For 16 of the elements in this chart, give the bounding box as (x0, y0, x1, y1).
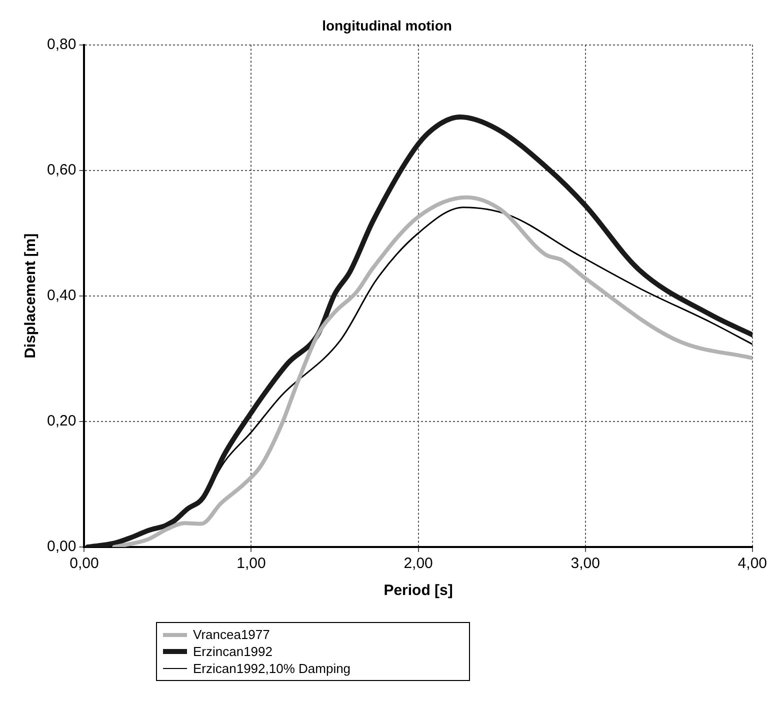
y-tick-label: 0,40 (46, 287, 76, 304)
x-tick-label: 0,00 (70, 555, 99, 572)
x-tick-label: 1,00 (236, 555, 266, 572)
y-tick-label: 0,80 (46, 36, 76, 53)
legend-label: Erzican1992,10% Damping (193, 660, 351, 677)
y-tick-label: 0,00 (46, 538, 76, 556)
x-tick-label: 3,00 (570, 555, 600, 572)
legend-label: Vrancea1977 (193, 626, 270, 643)
chart-title: longitudinal motion (322, 17, 452, 34)
y-tick-label: 0,60 (46, 161, 76, 178)
x-tick-label: 4,00 (738, 555, 768, 572)
y-axis-title: Displacement [m] (22, 233, 40, 358)
x-axis-title: Period [s] (384, 582, 453, 600)
legend-label: Erzincan1992 (193, 643, 272, 660)
x-tick-label: 2,00 (404, 555, 433, 572)
y-tick-label: 0,20 (46, 412, 76, 430)
